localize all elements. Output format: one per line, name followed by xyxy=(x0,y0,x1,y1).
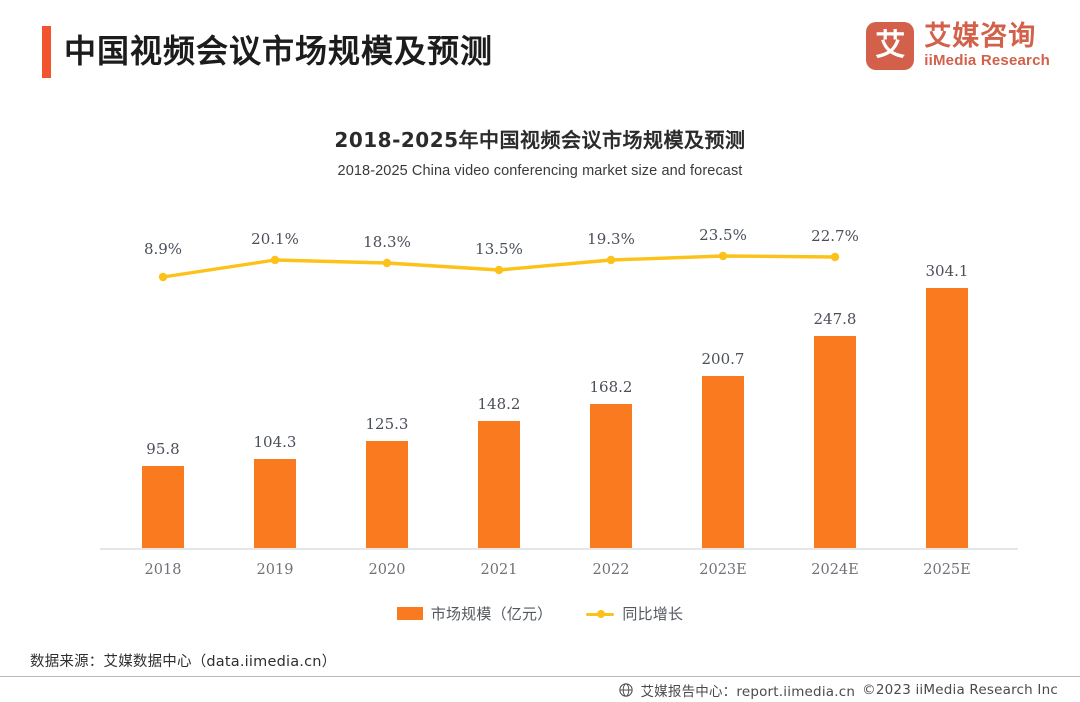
bar-2025E xyxy=(926,287,968,548)
chart-title: 2018-2025年中国视频会议市场规模及预测 xyxy=(334,128,746,152)
x-axis-label-2018: 2018 xyxy=(144,562,182,578)
x-axis-label-2022: 2022 xyxy=(592,562,630,578)
bar-2022 xyxy=(590,404,632,548)
page-header: 中国视频会议市场规模及预测 艾 艾媒咨询 iiMedia Research xyxy=(0,0,1080,100)
bar-2019 xyxy=(254,458,296,548)
bar-2018 xyxy=(142,466,184,548)
globe-icon xyxy=(619,682,634,697)
growth-point-marker xyxy=(158,272,168,282)
legend-item-growth-rate[interactable]: 同比增长 xyxy=(586,603,683,624)
footer-report-center[interactable]: 艾媒报告中心：report.iimedia.cn xyxy=(640,683,856,700)
bar-value-label: 304.1 xyxy=(925,261,969,280)
growth-value-label: 13.5% xyxy=(475,240,523,258)
growth-point-marker xyxy=(270,255,280,265)
growth-value-label: 8.9% xyxy=(143,240,183,258)
legend-line-swatch-icon xyxy=(586,608,615,620)
legend-label-market-size: 市场规模（亿元） xyxy=(430,605,553,623)
page-title: 中国视频会议市场规模及预测 xyxy=(64,32,494,70)
growth-value-label: 18.3% xyxy=(363,233,411,251)
brand-logo: 艾 艾媒咨询 iiMedia Research xyxy=(866,22,1050,70)
logo-name-en: iiMedia Research xyxy=(924,52,1050,69)
legend-bar-swatch-icon xyxy=(396,607,423,620)
bar-value-label: 200.7 xyxy=(701,350,745,369)
chart-legend: 市场规模（亿元） 同比增长 xyxy=(0,603,1080,624)
growth-point-marker xyxy=(830,252,840,262)
growth-point-marker xyxy=(382,258,392,268)
growth-value-label: 20.1% xyxy=(251,230,299,248)
legend-item-market-size[interactable]: 市场规模（亿元） xyxy=(396,603,553,624)
growth-point-marker xyxy=(718,251,728,261)
footer-divider xyxy=(0,676,1080,677)
bar-value-label: 247.8 xyxy=(813,310,857,329)
x-axis-label-2024E: 2024E xyxy=(811,562,859,578)
x-axis-label-2019: 2019 xyxy=(256,562,294,578)
logo-text: 艾媒咨询 iiMedia Research xyxy=(924,22,1050,70)
legend-label-growth-rate: 同比增长 xyxy=(622,605,684,623)
growth-point-marker xyxy=(606,255,616,265)
footer-copyright: ©2023 iiMedia Research Inc xyxy=(862,681,1058,698)
bar-2023E xyxy=(702,376,744,548)
bar-2024E xyxy=(814,336,856,548)
x-axis-label-2020: 2020 xyxy=(368,562,406,578)
logo-name-cn: 艾媒咨询 xyxy=(924,21,1037,52)
x-axis-label-2025E: 2025E xyxy=(923,562,971,578)
x-axis-line xyxy=(100,548,1018,550)
growth-value-label: 19.3% xyxy=(587,230,635,248)
bar-value-label: 104.3 xyxy=(253,432,297,451)
x-axis-label-2021: 2021 xyxy=(480,562,518,578)
growth-value-label: 22.7% xyxy=(811,227,859,245)
bar-value-label: 125.3 xyxy=(365,414,409,433)
bar-value-label: 168.2 xyxy=(589,378,633,397)
bar-2021 xyxy=(478,421,520,548)
growth-point-marker xyxy=(494,265,504,275)
footer-bar: 艾媒报告中心：report.iimedia.cn ©2023 iiMedia R… xyxy=(0,677,1080,702)
bar-2020 xyxy=(366,440,408,548)
growth-line-path xyxy=(161,254,837,279)
bar-value-label: 148.2 xyxy=(477,395,521,414)
bar-value-label: 95.8 xyxy=(146,440,180,459)
chart-subtitle: 2018-2025 China video conferencing marke… xyxy=(337,163,743,179)
logo-badge-icon: 艾 xyxy=(866,22,915,70)
growth-value-label: 23.5% xyxy=(699,226,747,244)
data-source-text: 数据来源：艾媒数据中心（data.iimedia.cn） xyxy=(30,654,337,670)
title-accent-bar xyxy=(42,26,51,78)
x-axis-label-2023E: 2023E xyxy=(699,562,747,578)
